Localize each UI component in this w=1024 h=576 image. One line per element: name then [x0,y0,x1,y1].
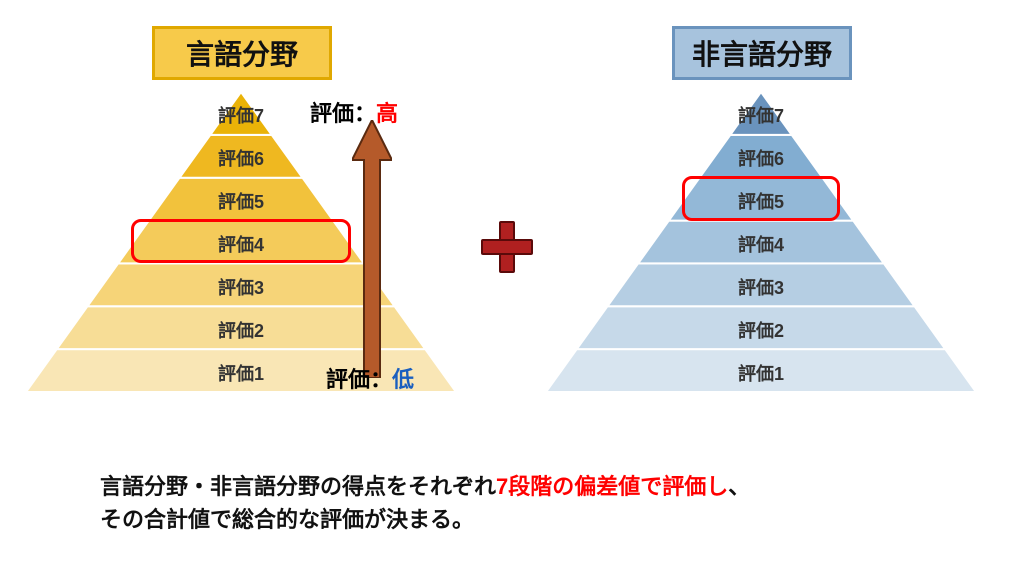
pyramid-band-label: 評価7 [546,102,976,128]
arrow-up-icon [352,120,392,378]
caption-1c: 、 [728,474,750,499]
caption-2: その合計値で総合的な評価が決まる。 [100,507,474,532]
plus-icon [480,220,534,274]
pyramid-band-label: 評価1 [546,360,976,386]
caption-1b: 7段階の偏差値で評価し [496,474,728,499]
eval-high-label: 評価：高 [310,96,398,128]
eval-low-word: 低 [392,367,414,392]
eval-high-prefix: 評価： [310,101,376,126]
eval-low-label: 評価：低 [326,362,414,394]
pyramid-band-label: 評価4 [546,231,976,257]
pyramid-band-label: 評価3 [546,274,976,300]
caption-1a: 言語分野・非言語分野の得点をそれぞれ [100,474,496,499]
pyramid-right: 評価1 評価2 評価3 評価4 評価5 評価6 評価7 [546,92,976,392]
title-right: 非言語分野 [672,26,852,80]
eval-low-prefix: 評価： [326,367,392,392]
caption: 言語分野・非言語分野の得点をそれぞれ7段階の偏差値で評価し、 その合計値で総合的… [100,470,964,536]
pyramid-band-label: 評価5 [546,188,976,214]
title-left: 言語分野 [152,26,332,80]
title-left-text: 言語分野 [186,33,298,73]
pyramid-band-label: 評価6 [546,145,976,171]
pyramid-band-label: 評価2 [546,317,976,343]
title-right-text: 非言語分野 [692,33,832,73]
evaluation-arrow [352,120,392,378]
eval-high-word: 高 [376,101,398,126]
